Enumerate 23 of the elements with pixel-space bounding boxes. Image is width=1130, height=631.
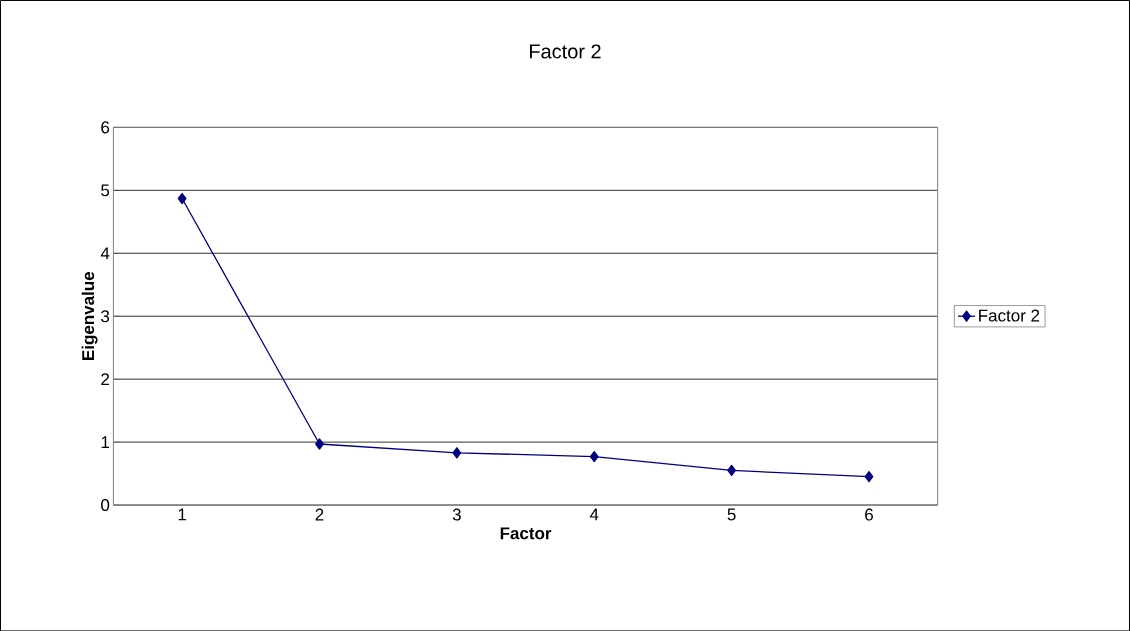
y-axis-title: Eigenvalue bbox=[81, 271, 98, 360]
y-tick-label: 5 bbox=[101, 184, 110, 197]
point bbox=[864, 470, 874, 483]
chart-title: Factor 2 bbox=[530, 44, 601, 59]
x-tick-label: 2 bbox=[315, 508, 324, 521]
x-tick-label: 6 bbox=[865, 508, 873, 521]
x-axis-title: Factor bbox=[500, 527, 552, 540]
y-tick-label: 4 bbox=[100, 247, 110, 259]
x-tick-label: 5 bbox=[727, 508, 736, 521]
y-tick-label: 1 bbox=[101, 436, 110, 448]
x-tick-label: 4 bbox=[589, 508, 599, 521]
point bbox=[315, 438, 324, 450]
point bbox=[589, 450, 599, 463]
point bbox=[727, 464, 737, 476]
x-tick-label: 1 bbox=[178, 508, 186, 521]
y-tick-label: 2 bbox=[101, 373, 110, 385]
y-tick-label: 6 bbox=[101, 121, 110, 134]
point bbox=[452, 446, 462, 459]
x-tick-label: 3 bbox=[452, 508, 461, 521]
legend-label: Factor 2 bbox=[979, 309, 1040, 322]
point bbox=[177, 192, 187, 204]
y-tick-label: 3 bbox=[101, 309, 110, 323]
y-tick-label: 0 bbox=[101, 498, 110, 511]
